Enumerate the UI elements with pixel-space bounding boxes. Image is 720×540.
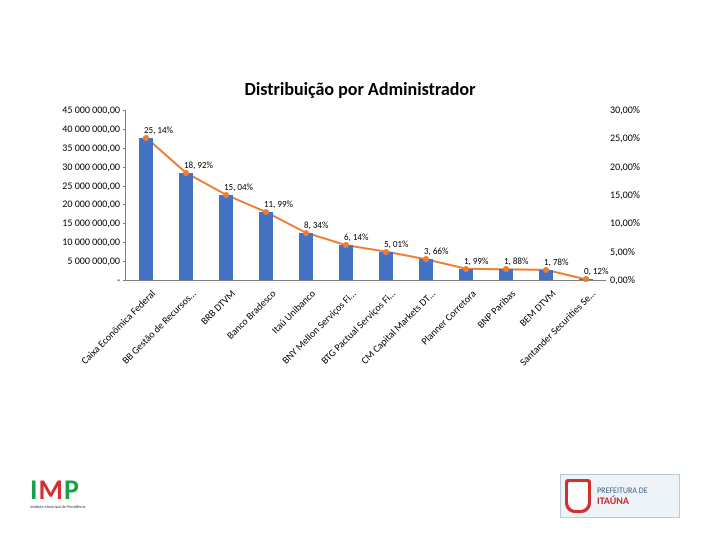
y-left-tick <box>123 129 126 130</box>
bar-data-label: 1, 88% <box>504 256 528 267</box>
bar-data-label: 15, 04% <box>224 182 253 193</box>
y-left-tick-label: 15 000 000,00 <box>62 218 120 228</box>
bar-data-label: 1, 99% <box>464 256 488 267</box>
y-left-tick-label: 40 000 000,00 <box>62 124 120 134</box>
line-point <box>263 209 269 215</box>
bar <box>299 233 313 280</box>
y-left-tick <box>123 242 126 243</box>
crest-icon <box>565 479 591 513</box>
y-right-tick-label: 10,00% <box>610 218 640 228</box>
y-left-tick-label: 25 000 000,00 <box>62 181 120 191</box>
footer: IMP Instituto Municipal de Previdência P… <box>0 470 720 530</box>
bar-data-label: 6, 14% <box>344 232 368 243</box>
logo-prefeitura: PREFEITURA DE ITAÚNA <box>560 474 680 518</box>
logo-right-text: PREFEITURA DE ITAÚNA <box>597 486 648 506</box>
line-point <box>223 192 229 198</box>
line-point <box>463 266 469 272</box>
bar <box>179 173 193 280</box>
page: Distribuição por Administrador 45 000 00… <box>0 0 720 540</box>
bar-data-label: 0, 12% <box>584 266 608 277</box>
bar-data-label: 5, 01% <box>384 239 408 250</box>
y-left-tick <box>123 223 126 224</box>
y-left-tick <box>123 280 126 281</box>
line-point <box>183 170 189 176</box>
y-right-tick-label: 15,00% <box>610 190 640 200</box>
bar <box>379 252 393 280</box>
y-left-tick <box>123 148 126 149</box>
line-series <box>126 110 606 280</box>
x-axis-label: Santander Securities Se… <box>517 287 598 368</box>
logo-letter: M <box>38 472 63 507</box>
y-right-tick-label: 20,00% <box>610 162 640 172</box>
x-axis-label: BB Gestão de Recursos… <box>119 287 198 366</box>
line-point <box>543 267 549 273</box>
y-left-tick <box>123 110 126 111</box>
bar <box>259 212 273 280</box>
bar <box>339 245 353 280</box>
y-left-tick-label: 45 000 000,00 <box>62 105 120 115</box>
x-axis-label: Caixa Econômica Federal <box>78 287 158 367</box>
y-axis-right: 30,00%25,00%20,00%15,00%10,00%5,00%0,00% <box>608 110 668 280</box>
line-point <box>303 230 309 236</box>
plot-area: 25, 14% 18, 92% 15, 04% 11, 99% 8, 34% 6, 14%… <box>125 110 606 281</box>
chart-title: Distribuição por Administrador <box>0 78 720 100</box>
y-left-tick-label: 10 000 000,00 <box>62 237 120 247</box>
y-right-tick-label: 30,00% <box>610 105 640 115</box>
x-axis: Caixa Econômica FederalBB Gestão de Recu… <box>125 285 605 405</box>
bar-data-label: 11, 99% <box>264 199 293 210</box>
y-left-tick-label: 35 000 000,00 <box>62 143 120 153</box>
line-point <box>343 242 349 248</box>
chart-area: 45 000 000,0040 000 000,0035 000 000,003… <box>30 110 650 410</box>
bar-data-label: 25, 14% <box>144 125 173 136</box>
bar-data-label: 1, 78% <box>544 257 568 268</box>
y-left-tick-label: 5 000 000,00 <box>67 256 120 266</box>
line-point <box>383 249 389 255</box>
x-axis-label: CM Capital Markets DT… <box>358 287 438 367</box>
logo-letter: P <box>64 472 80 507</box>
line-point <box>583 276 589 282</box>
line-point <box>423 256 429 262</box>
y-left-tick <box>123 261 126 262</box>
y-left-tick <box>123 186 126 187</box>
y-left-tick-label: 20 000 000,00 <box>62 199 120 209</box>
y-left-tick <box>123 204 126 205</box>
bar <box>419 259 433 280</box>
x-axis-label: BRB DTVM <box>198 287 238 327</box>
y-left-tick-label: - <box>117 275 120 285</box>
y-left-tick <box>123 167 126 168</box>
x-axis-label: BNP Paribas <box>474 287 518 331</box>
y-axis-left: 45 000 000,0040 000 000,0035 000 000,003… <box>30 110 122 280</box>
y-right-tick-label: 0,00% <box>610 275 635 285</box>
y-left-tick-label: 30 000 000,00 <box>62 162 120 172</box>
bar-data-label: 18, 92% <box>184 160 213 171</box>
bar-data-label: 8, 34% <box>304 220 328 231</box>
logo-subtitle: Instituto Municipal de Previdência <box>30 505 140 510</box>
line-point <box>503 266 509 272</box>
logo-right-line2: ITAÚNA <box>597 496 648 506</box>
x-axis-label: BTG Pactual Serviços Fi… <box>319 287 399 367</box>
bar-data-label: 3, 66% <box>424 246 448 257</box>
x-axis-label: BNY Mellon Serviços Fi… <box>279 287 358 366</box>
y-right-tick-label: 5,00% <box>610 247 635 257</box>
y-right-tick-label: 25,00% <box>610 133 640 143</box>
logo-imp: IMP Instituto Municipal de Previdência <box>30 472 140 520</box>
bar <box>139 138 153 280</box>
line-point <box>143 135 149 141</box>
bar <box>219 195 233 280</box>
